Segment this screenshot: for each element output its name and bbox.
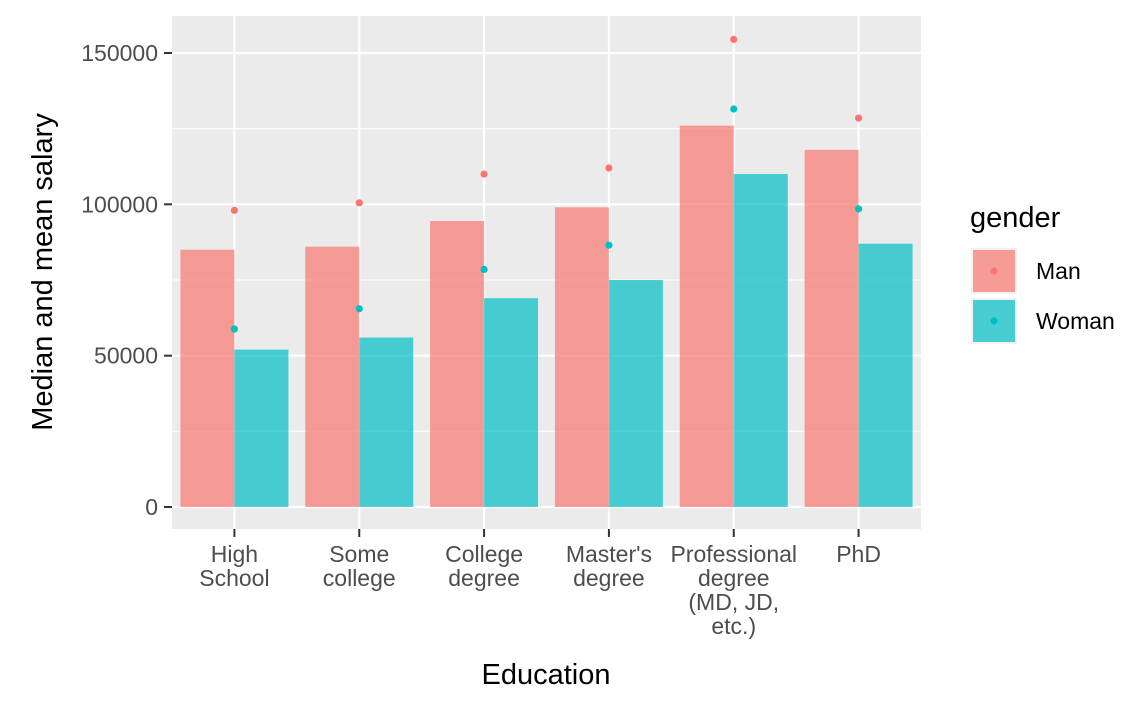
legend-label-woman: Woman [1036,308,1115,334]
bar-man-2 [430,220,485,508]
bar-woman-1 [359,337,414,507]
bar-man-4 [679,125,734,507]
x-axis-title: Education [482,659,611,691]
legend-key-point [990,267,998,275]
x-tick-label-line: High [211,541,258,567]
bar-woman-3 [608,280,663,507]
x-tick-label: Professional degree (MD, JD, etc.) [670,541,797,639]
legend: gender Man Woman [970,202,1115,344]
bar-man-5 [804,149,859,507]
x-tick-label-line: degree [698,565,770,591]
mean-point-man-5 [854,114,863,122]
x-tick-label: High School [199,541,269,591]
x-tick-label-line: degree [448,565,520,591]
x-tick-label-line: PhD [836,541,881,567]
mean-point-man-0 [230,206,239,214]
mean-points [230,35,863,333]
legend-key-point [990,317,998,325]
bar-woman-2 [484,298,539,507]
x-tick-label-line: School [199,565,269,591]
x-tick-label: Master's degree [566,541,652,591]
bars [180,125,913,508]
x-tick-label-line: etc.) [711,613,756,639]
y-axis-title: Median and mean salary [27,113,59,431]
grid-minor [172,128,921,432]
y-tick-label: 0 [145,494,158,520]
x-tick-label-line: Master's [566,541,652,567]
mean-point-woman-5 [854,205,863,213]
x-tick-label: PhD [836,541,881,567]
legend-title: gender [970,202,1061,234]
x-tick-label: College degree [445,541,523,591]
mean-point-woman-0 [230,325,239,333]
y-tick-label: 150000 [81,40,158,66]
bar-woman-5 [858,243,913,507]
x-tick-label-line: Some [329,541,389,567]
x-tick-label-line: degree [573,565,645,591]
mean-point-man-4 [730,35,738,43]
bar-woman-4 [733,174,788,508]
x-tick-label-line: college [323,565,396,591]
mean-point-man-2 [480,170,488,178]
mean-point-woman-1 [355,305,363,313]
legend-label-man: Man [1036,258,1081,284]
plot-panel [172,16,921,529]
x-tick-label: Some college [323,541,396,591]
bar-man-3 [554,207,609,508]
x-tick-label-line: College [445,541,523,567]
bar-man-0 [180,249,235,507]
mean-point-man-3 [605,164,613,172]
y-tick-label: 100000 [81,191,158,217]
y-tick-label: 50000 [94,343,158,369]
bar-woman-0 [234,349,289,507]
x-tick-label-line: (MD, JD, [688,589,779,615]
bar-man-1 [305,246,360,507]
mean-point-woman-2 [480,265,488,274]
x-tick-label-line: Professional [670,541,797,567]
y-axis: 0 50000 100000 150000 [81,40,172,520]
mean-point-man-1 [355,199,363,207]
mean-point-woman-4 [730,105,738,113]
mean-point-woman-3 [605,241,613,249]
